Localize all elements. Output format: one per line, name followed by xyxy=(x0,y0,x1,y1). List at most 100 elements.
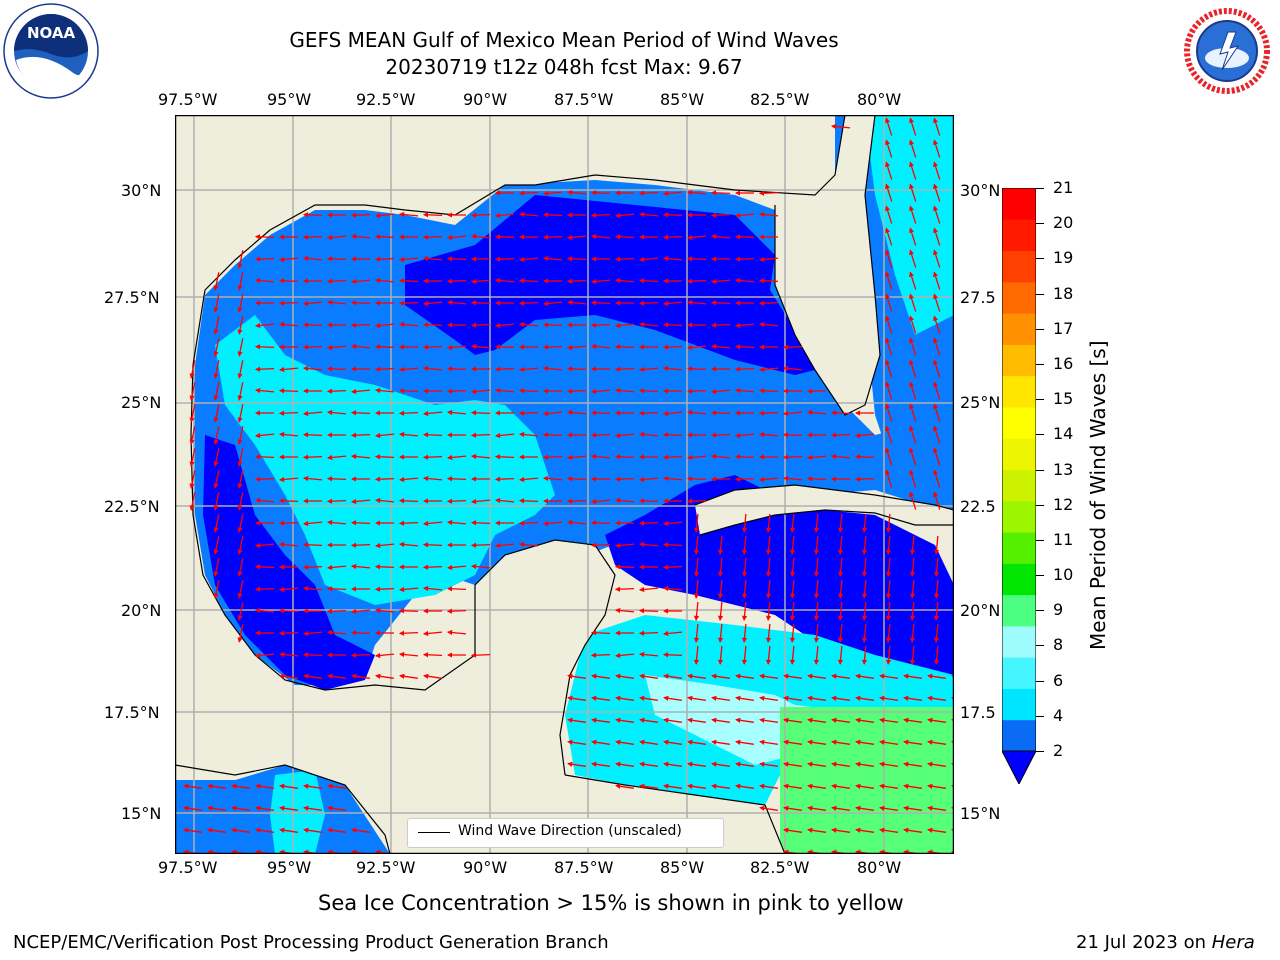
wind-wave-arrow xyxy=(807,717,826,723)
wind-wave-arrow xyxy=(909,293,917,312)
wind-wave-arrow xyxy=(566,344,587,351)
wind-wave-arrow xyxy=(326,278,347,284)
wind-wave-arrow xyxy=(398,410,419,416)
wind-wave-arrow xyxy=(710,388,731,395)
wind-wave-arrow xyxy=(909,359,917,378)
wind-wave-arrow xyxy=(566,234,587,241)
wind-wave-arrow xyxy=(350,453,371,460)
wind-wave-arrow xyxy=(398,388,419,394)
wind-wave-arrow xyxy=(662,344,683,350)
wind-wave-arrow xyxy=(638,211,659,218)
wind-wave-arrow xyxy=(686,189,707,196)
wind-wave-arrow xyxy=(782,365,803,372)
wind-wave-arrow xyxy=(909,227,917,246)
wind-wave-arrow xyxy=(422,344,443,350)
colorbar-segment xyxy=(1002,594,1036,627)
wind-wave-arrow xyxy=(686,299,707,306)
wind-wave-arrow xyxy=(237,558,244,577)
colorbar-tick-label: 14 xyxy=(1053,424,1074,443)
wind-wave-arrow xyxy=(711,673,730,679)
wind-wave-arrow xyxy=(303,673,322,679)
wind-wave-arrow xyxy=(566,366,587,372)
wind-wave-arrow xyxy=(237,536,244,555)
gulf-water-deep-blue-south xyxy=(605,475,954,675)
colorbar-tick-mark xyxy=(1036,329,1044,330)
wind-wave-arrow xyxy=(470,520,491,526)
wind-wave-arrow xyxy=(830,410,851,416)
y-tick-right: 22.5 xyxy=(960,497,996,516)
wind-wave-arrow xyxy=(741,579,748,600)
wind-wave-arrow xyxy=(638,520,659,526)
colorbar-segment xyxy=(1002,219,1036,252)
colorbar-tick-label: 6 xyxy=(1053,671,1064,690)
wind-wave-arrow xyxy=(494,542,515,549)
wind-wave-arrow xyxy=(710,278,731,285)
wind-wave-arrow xyxy=(615,717,634,723)
wind-wave-arrow xyxy=(590,300,611,306)
wind-wave-arrow xyxy=(279,805,298,811)
wind-wave-arrow xyxy=(237,492,244,511)
colorbar-segment xyxy=(1002,313,1036,345)
wind-wave-arrow xyxy=(374,432,395,439)
x-tick-top: 82.5°W xyxy=(750,90,810,109)
wind-wave-arrow xyxy=(255,827,274,833)
wind-wave-arrow xyxy=(422,652,443,658)
wind-wave-arrow xyxy=(279,673,298,679)
wind-wave-arrow xyxy=(614,586,635,592)
colorbar-segment xyxy=(1002,406,1036,439)
wind-wave-arrow xyxy=(933,535,940,556)
wind-wave-arrow xyxy=(909,645,916,666)
wind-wave-arrow xyxy=(687,739,706,745)
wind-wave-arrow xyxy=(374,366,395,372)
wind-wave-arrow xyxy=(885,337,893,356)
wind-wave-arrow xyxy=(759,805,778,811)
wind-wave-arrow xyxy=(542,432,563,438)
wind-wave-arrow xyxy=(375,673,394,679)
wind-wave-arrow xyxy=(237,580,244,599)
wind-wave-arrow xyxy=(693,579,700,600)
wind-wave-arrow xyxy=(398,498,419,504)
wind-wave-arrow xyxy=(398,321,419,328)
wind-wave-arrow xyxy=(711,695,730,701)
wind-wave-arrow xyxy=(350,410,371,416)
wind-wave-arrow xyxy=(735,783,754,789)
wind-wave-arrow xyxy=(813,579,820,600)
wind-wave-arrow xyxy=(494,432,515,439)
wind-wave-arrow xyxy=(909,579,916,600)
wind-wave-arrow xyxy=(470,498,491,505)
wind-wave-arrow xyxy=(663,761,682,767)
wind-wave-arrow xyxy=(494,277,515,284)
wind-wave-arrow xyxy=(710,233,731,240)
svg-text:NOAA: NOAA xyxy=(27,24,76,42)
wind-wave-arrow xyxy=(422,564,443,570)
wind-wave-arrow xyxy=(327,673,346,679)
wind-wave-arrow xyxy=(567,695,586,701)
wind-wave-arrow xyxy=(663,695,682,701)
wind-wave-arrow xyxy=(591,717,610,723)
colorbar-tick-label: 10 xyxy=(1053,565,1074,584)
wind-wave-arrow xyxy=(446,278,467,284)
y-tick-left: 15°N xyxy=(121,804,162,823)
wind-wave-arrow xyxy=(909,623,916,644)
wind-wave-arrow xyxy=(734,454,755,460)
wind-wave-arrow xyxy=(687,695,706,701)
wind-wave-arrow xyxy=(302,630,323,637)
colorbar-segment xyxy=(1002,438,1036,470)
x-tick-top: 85°W xyxy=(660,90,705,109)
wind-wave-arrow xyxy=(590,212,611,218)
wind-wave-arrow xyxy=(590,498,611,505)
land-mexico-south xyxy=(175,655,785,854)
wind-wave-arrow xyxy=(494,387,515,394)
wind-wave-arrow xyxy=(639,739,658,745)
wind-wave-arrow xyxy=(590,190,611,196)
wind-wave-arrow xyxy=(518,366,539,373)
wind-wave-arrow xyxy=(302,300,323,307)
wind-wave-arrow xyxy=(494,256,515,262)
wind-wave-arrow xyxy=(237,360,244,379)
wind-wave-arrow xyxy=(326,409,347,416)
wind-wave-arrow xyxy=(734,387,755,394)
wind-wave-arrow xyxy=(933,601,940,622)
wind-wave-arrow xyxy=(885,183,893,202)
wind-wave-arrow xyxy=(302,454,323,460)
legend-line-sample xyxy=(418,832,450,833)
